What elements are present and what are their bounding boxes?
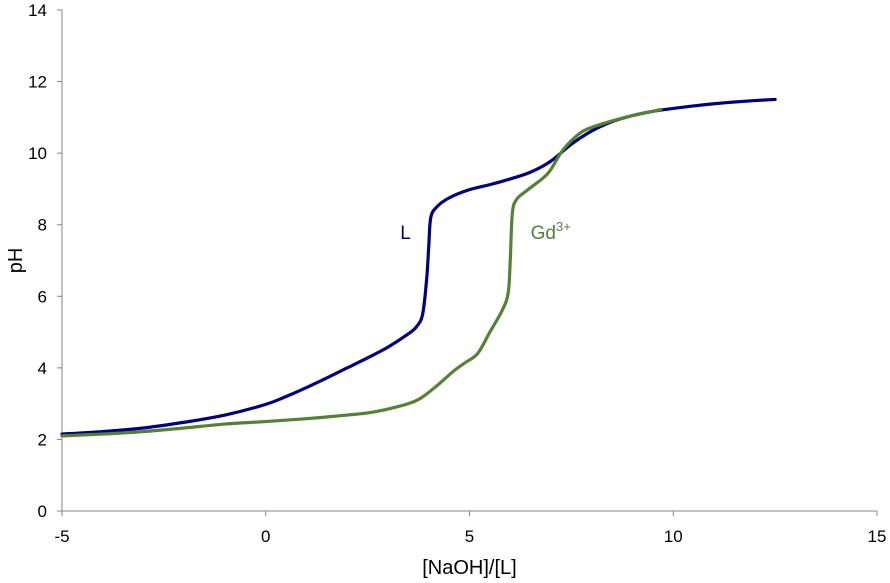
- series-label-gd3: Gd3+: [531, 219, 571, 244]
- series-label-l: L: [400, 223, 411, 244]
- x-tick-label: 5: [465, 527, 474, 546]
- x-tick-label: 10: [664, 527, 683, 546]
- series-line-gd3: [60, 107, 663, 438]
- series-label-superscript: 3+: [556, 219, 571, 234]
- series-lines: [60, 97, 777, 438]
- y-tick-label: 6: [38, 287, 47, 306]
- series-labels: L Gd3+: [400, 219, 571, 244]
- y-tick-label: 8: [38, 216, 47, 235]
- y-tick-label: 2: [38, 430, 47, 449]
- series-label-text: Gd: [531, 223, 556, 244]
- y-tick-label: 0: [38, 502, 47, 521]
- x-tick-label: 15: [868, 527, 887, 546]
- axes: 0 2 4 6 8 10 12 14 -5 0 5 10 15: [28, 1, 886, 546]
- series-label-text: L: [400, 223, 411, 244]
- y-axis-title: pH: [5, 248, 27, 274]
- series-line-l: [60, 97, 777, 436]
- y-tick-label: 10: [28, 144, 47, 163]
- y-tick-label: 14: [28, 1, 47, 20]
- x-tick-label: -5: [54, 527, 69, 546]
- x-tick-label: 0: [261, 527, 270, 546]
- x-axis-title: [NaOH]/[L]: [422, 557, 516, 579]
- y-tick-label: 12: [28, 73, 47, 92]
- y-tick-label: 4: [38, 359, 47, 378]
